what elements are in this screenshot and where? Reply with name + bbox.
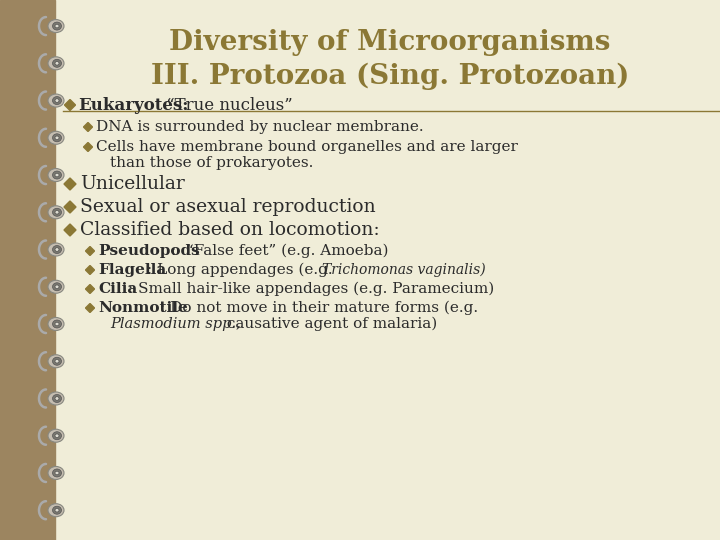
Polygon shape: [64, 178, 76, 190]
Ellipse shape: [48, 504, 64, 517]
Ellipse shape: [48, 19, 64, 32]
Ellipse shape: [53, 22, 61, 30]
Polygon shape: [84, 123, 92, 132]
Bar: [0, 0, 55, 540]
Text: “True nucleus”: “True nucleus”: [166, 97, 293, 113]
Text: Classified based on locomotion:: Classified based on locomotion:: [80, 221, 379, 239]
Text: causative agent of malaria): causative agent of malaria): [222, 317, 437, 331]
Ellipse shape: [48, 131, 64, 144]
Ellipse shape: [48, 429, 64, 442]
Text: Trichomonas vaginalis): Trichomonas vaginalis): [322, 263, 485, 277]
Text: Sexual or asexual reproduction: Sexual or asexual reproduction: [80, 198, 376, 216]
Text: Eukaryotes:: Eukaryotes:: [78, 97, 189, 113]
Text: Unicellular: Unicellular: [80, 175, 185, 193]
Ellipse shape: [55, 248, 59, 251]
Text: : Small hair-like appendages (e.g. Paramecium): : Small hair-like appendages (e.g. Param…: [128, 282, 494, 296]
Ellipse shape: [48, 206, 64, 219]
Ellipse shape: [48, 94, 64, 107]
Ellipse shape: [55, 99, 59, 102]
Ellipse shape: [53, 357, 61, 365]
Text: Nonmotile: Nonmotile: [98, 301, 188, 315]
Text: Pseudopods: Pseudopods: [98, 244, 199, 258]
Ellipse shape: [48, 318, 64, 330]
Ellipse shape: [48, 243, 64, 256]
Ellipse shape: [53, 134, 61, 142]
Ellipse shape: [53, 283, 61, 291]
Ellipse shape: [53, 320, 61, 328]
Ellipse shape: [55, 360, 59, 363]
Ellipse shape: [55, 285, 59, 288]
Ellipse shape: [55, 136, 59, 139]
Ellipse shape: [55, 62, 59, 65]
Ellipse shape: [53, 171, 61, 179]
Text: Cells have membrane bound organelles and are larger: Cells have membrane bound organelles and…: [96, 140, 518, 154]
Text: Cilia: Cilia: [98, 282, 138, 296]
Ellipse shape: [48, 467, 64, 480]
Text: than those of prokaryotes.: than those of prokaryotes.: [110, 156, 313, 170]
Text: : Do not move in their mature forms (e.g.: : Do not move in their mature forms (e.g…: [160, 301, 478, 315]
Ellipse shape: [48, 355, 64, 368]
Text: Diversity of Microorganisms: Diversity of Microorganisms: [169, 29, 611, 56]
Ellipse shape: [55, 471, 59, 475]
Ellipse shape: [53, 469, 61, 477]
Ellipse shape: [55, 322, 59, 326]
Ellipse shape: [48, 168, 64, 181]
Ellipse shape: [55, 211, 59, 214]
Polygon shape: [65, 99, 76, 111]
Text: III. Protozoa (Sing. Protozoan): III. Protozoa (Sing. Protozoan): [150, 62, 629, 90]
Polygon shape: [86, 246, 94, 255]
Text: DNA is surrounded by nuclear membrane.: DNA is surrounded by nuclear membrane.: [96, 120, 423, 134]
Ellipse shape: [55, 397, 59, 400]
Ellipse shape: [53, 59, 61, 68]
Ellipse shape: [55, 509, 59, 512]
Ellipse shape: [53, 506, 61, 514]
Ellipse shape: [55, 173, 59, 177]
Polygon shape: [86, 266, 94, 274]
Ellipse shape: [53, 431, 61, 440]
Ellipse shape: [55, 24, 59, 28]
Ellipse shape: [53, 208, 61, 217]
Ellipse shape: [53, 246, 61, 253]
Ellipse shape: [53, 395, 61, 402]
Text: Plasmodium spp.,: Plasmodium spp.,: [110, 317, 240, 331]
Ellipse shape: [48, 392, 64, 405]
Ellipse shape: [48, 280, 64, 293]
Polygon shape: [64, 201, 76, 213]
Text: Flagella: Flagella: [98, 263, 166, 277]
Ellipse shape: [55, 434, 59, 437]
Text: :  “False feet” (e.g. Amoeba): : “False feet” (e.g. Amoeba): [171, 244, 389, 258]
Ellipse shape: [53, 97, 61, 105]
Polygon shape: [84, 143, 92, 152]
Ellipse shape: [48, 57, 64, 70]
Text: : Long appendages (e.g.: : Long appendages (e.g.: [147, 263, 338, 277]
Polygon shape: [86, 285, 94, 294]
Polygon shape: [64, 224, 76, 236]
Polygon shape: [86, 303, 94, 313]
